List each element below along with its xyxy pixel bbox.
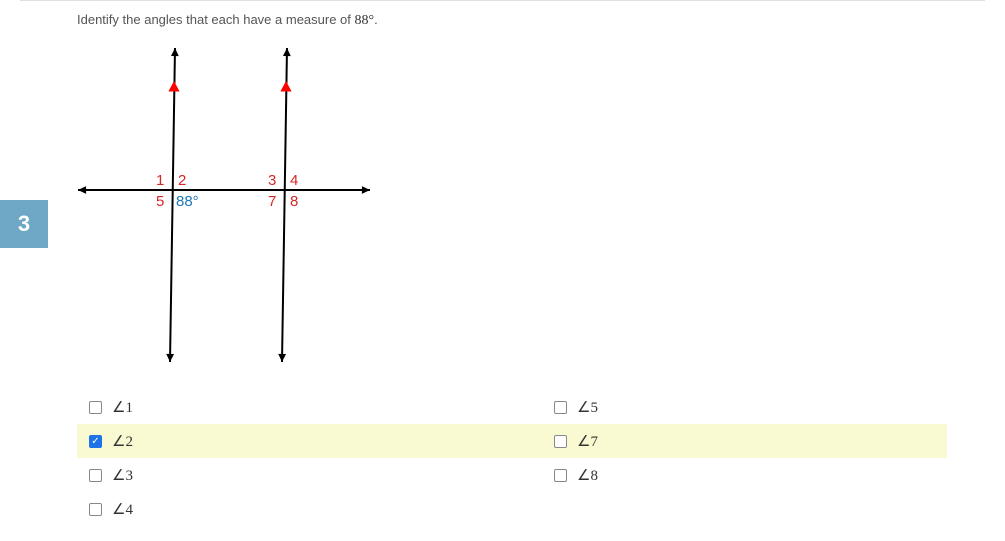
answer-cell: ∠8 — [554, 466, 598, 485]
answer-row: ∠3 ∠8 — [77, 458, 947, 492]
answer-row: ∠1 ∠5 — [77, 390, 947, 424]
checkbox[interactable] — [89, 503, 102, 516]
answer-label: ∠4 — [112, 500, 133, 519]
diagram-label: 7 — [268, 193, 276, 210]
checkbox[interactable] — [554, 469, 567, 482]
diagram-label: 1 — [156, 172, 164, 189]
answer-label: ∠1 — [112, 398, 133, 417]
checkbox[interactable]: ✓ — [89, 435, 102, 448]
diagram-label: 5 — [156, 193, 164, 210]
answer-label: ∠2 — [112, 432, 133, 451]
answer-cell: ✓ ∠2 — [89, 432, 554, 451]
angle-diagram: 125 88° 3478 — [70, 40, 390, 370]
top-divider — [20, 0, 985, 1]
diagram-label: 4 — [290, 172, 298, 189]
answer-cell: ∠1 — [89, 398, 554, 417]
prompt-suffix: . — [374, 12, 378, 27]
question-number: 3 — [18, 211, 30, 237]
answer-cell: ∠5 — [554, 398, 598, 417]
question-prompt: Identify the angles that each have a mea… — [77, 12, 378, 29]
answer-row: ∠4 — [77, 492, 947, 526]
answer-label: ∠3 — [112, 466, 133, 485]
answer-cell: ∠7 — [554, 432, 598, 451]
prompt-prefix: Identify the angles that each have a mea… — [77, 12, 355, 27]
question-number-badge: 3 — [0, 200, 48, 248]
answer-cell: ∠3 — [89, 466, 554, 485]
diagram-label: 8 — [290, 193, 298, 210]
answer-label: ∠5 — [577, 398, 598, 417]
answer-label: ∠8 — [577, 466, 598, 485]
answer-label: ∠7 — [577, 432, 598, 451]
diagram-label: 88° — [176, 193, 199, 210]
diagram-svg — [70, 40, 390, 370]
answer-row: ✓ ∠2 ∠7 — [77, 424, 947, 458]
diagram-label: 3 — [268, 172, 276, 189]
checkbox[interactable] — [554, 435, 567, 448]
answer-options: ∠1 ∠5 ✓ ∠2 ∠7 ∠3 ∠8 ∠4 — [77, 390, 947, 526]
answer-cell: ∠4 — [89, 500, 554, 519]
checkbox[interactable] — [89, 401, 102, 414]
checkbox[interactable] — [89, 469, 102, 482]
checkbox[interactable] — [554, 401, 567, 414]
prompt-value: 88° — [355, 13, 375, 28]
diagram-label: 2 — [178, 172, 186, 189]
